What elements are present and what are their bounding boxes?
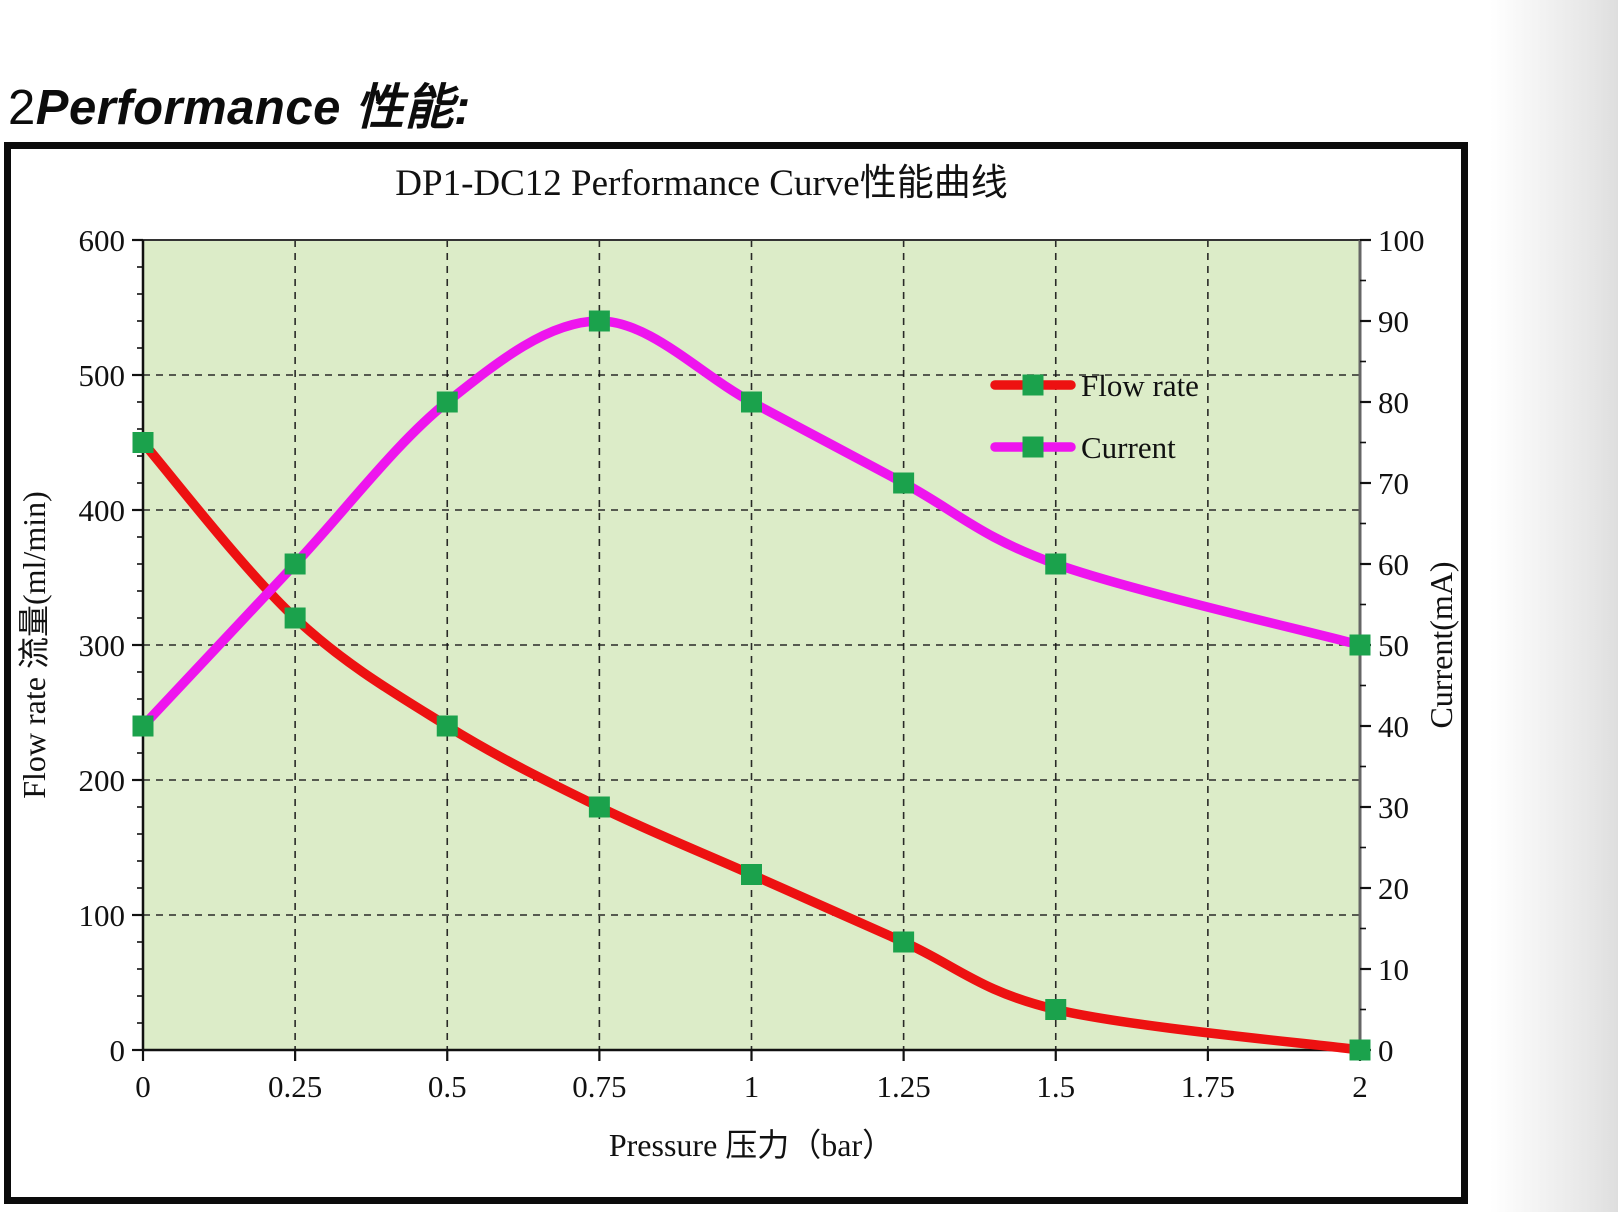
page-edge-shadow [1490,0,1618,1212]
left-tick-label: 200 [79,763,126,798]
section-title-cjk: 性能: [340,81,471,135]
right-tick-label: 0 [1378,1033,1394,1068]
legend-marker [1022,374,1044,396]
x-tick-label: 2 [1352,1069,1368,1104]
right-tick-label: 20 [1378,871,1409,906]
right-tick-label: 40 [1378,709,1409,744]
section-heading: 2Performance 性能: [8,68,471,139]
right-tick-label: 30 [1378,790,1409,825]
left-axis-title: Flow rate 流量(ml/min) [16,491,52,799]
left-tick-label: 0 [110,1033,126,1068]
left-tick-label: 300 [79,628,126,663]
data-point-marker [588,796,610,818]
data-point-marker [284,607,306,629]
legend-marker [1022,436,1044,458]
data-point-marker [893,931,915,953]
data-point-marker [588,310,610,332]
legend-label: Current [1081,430,1176,465]
left-tick-label: 500 [79,358,126,393]
data-point-marker [893,472,915,494]
chart-frame: 0 100 200 300 400 500 600 0 10 20 30 40 50 60 70 80 90 10… [4,142,1468,1204]
left-tick-label: 600 [79,223,126,258]
performance-chart: 0100200300400500600010203040506070809010… [16,162,1459,1163]
right-tick-label: 100 [1378,223,1425,258]
right-tick-label: 50 [1378,628,1409,663]
right-tick-label: 80 [1378,385,1409,420]
x-tick-label: 0 [135,1069,151,1104]
right-tick-label: 70 [1378,466,1409,501]
data-point-marker [1045,999,1067,1020]
data-point-marker [132,432,154,453]
right-tick-label: 90 [1378,304,1409,339]
data-point-marker [436,391,458,413]
x-axis-title: Pressure 压力（bar） [609,1127,894,1163]
data-point-marker [436,715,458,737]
section-number: 2 [8,81,36,135]
legend-item-current: Current [990,430,1176,465]
x-tick-label: 1.5 [1036,1069,1075,1104]
data-point-marker [741,864,762,885]
left-tick-label: 100 [79,898,126,933]
section-title-en: Performance [35,81,341,135]
x-tick-label: 1.75 [1181,1069,1235,1104]
x-tick-label: 0.75 [572,1069,626,1104]
x-tick-label: 0.25 [268,1069,322,1104]
data-point-marker [1349,634,1371,656]
chart-title: DP1-DC12 Performance Curve性能曲线 [395,162,1007,204]
legend-item-flow-rate: Flow rate [990,368,1199,403]
right-tick-label: 10 [1378,952,1409,987]
right-axis-title: Current(mA) [1423,561,1459,728]
right-tick-label: 60 [1378,547,1409,582]
x-tick-label: 1.25 [877,1069,931,1104]
data-point-marker [741,391,762,413]
legend-label: Flow rate [1081,368,1199,403]
x-tick-label: 1 [744,1069,760,1104]
data-point-marker [1045,553,1067,575]
left-tick-label: 400 [79,493,126,528]
x-tick-label: 0.5 [428,1069,467,1104]
data-point-marker [1349,1039,1371,1061]
data-point-marker [284,553,306,575]
data-point-marker [132,715,154,737]
